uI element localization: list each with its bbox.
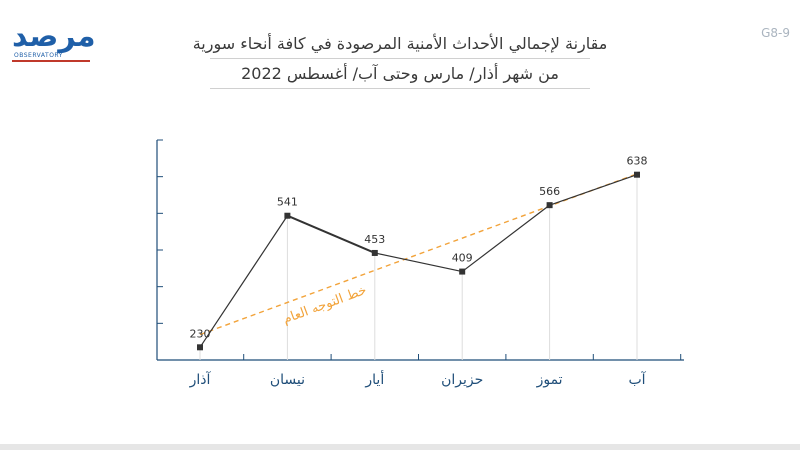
title-divider-2: [210, 88, 590, 89]
data-point: [284, 212, 291, 219]
series-line-segment: [199, 215, 288, 348]
logo-underline: [12, 60, 90, 62]
x-tick-label: نيسان: [270, 372, 305, 388]
series-line-segment: [374, 252, 463, 273]
logo-wordmark: مرصد: [12, 19, 96, 54]
data-point: [371, 249, 378, 256]
data-point: [459, 268, 466, 275]
bottom-bar: [0, 444, 800, 450]
x-tick-label: حزيران: [441, 372, 483, 388]
chart-code: G8-9: [761, 26, 790, 40]
trend-line-label: خط التوجه العام: [281, 283, 369, 327]
data-label: 409: [452, 252, 473, 265]
logo-subtitle: OBSERVATORY: [14, 52, 63, 59]
logo: مرصد OBSERVATORY: [12, 22, 96, 62]
data-label: 566: [539, 185, 560, 198]
data-point: [197, 344, 203, 351]
x-tick-label: آذار: [189, 371, 212, 388]
data-label: 453: [364, 233, 385, 246]
data-label: 230: [190, 327, 211, 340]
chart-title-line2: من شهر أذار/ مارس وحتى آب/ أغسطس 2022: [241, 64, 559, 83]
x-tick-label: آب: [628, 371, 646, 388]
data-label: 638: [627, 155, 648, 168]
data-point: [634, 171, 640, 178]
series-line-segment: [549, 174, 638, 206]
data-label: 541: [277, 196, 298, 209]
x-tick-label: تموز: [536, 372, 563, 388]
x-tick-label: أيار: [364, 370, 384, 388]
data-point: [546, 202, 553, 209]
series-line-segment: [287, 214, 376, 254]
chart-title-line1: مقارنة لإجمالي الأحداث الأمنية المرصودة …: [192, 34, 608, 53]
series-line-segment: [461, 204, 550, 273]
title-divider-1: [210, 58, 590, 59]
